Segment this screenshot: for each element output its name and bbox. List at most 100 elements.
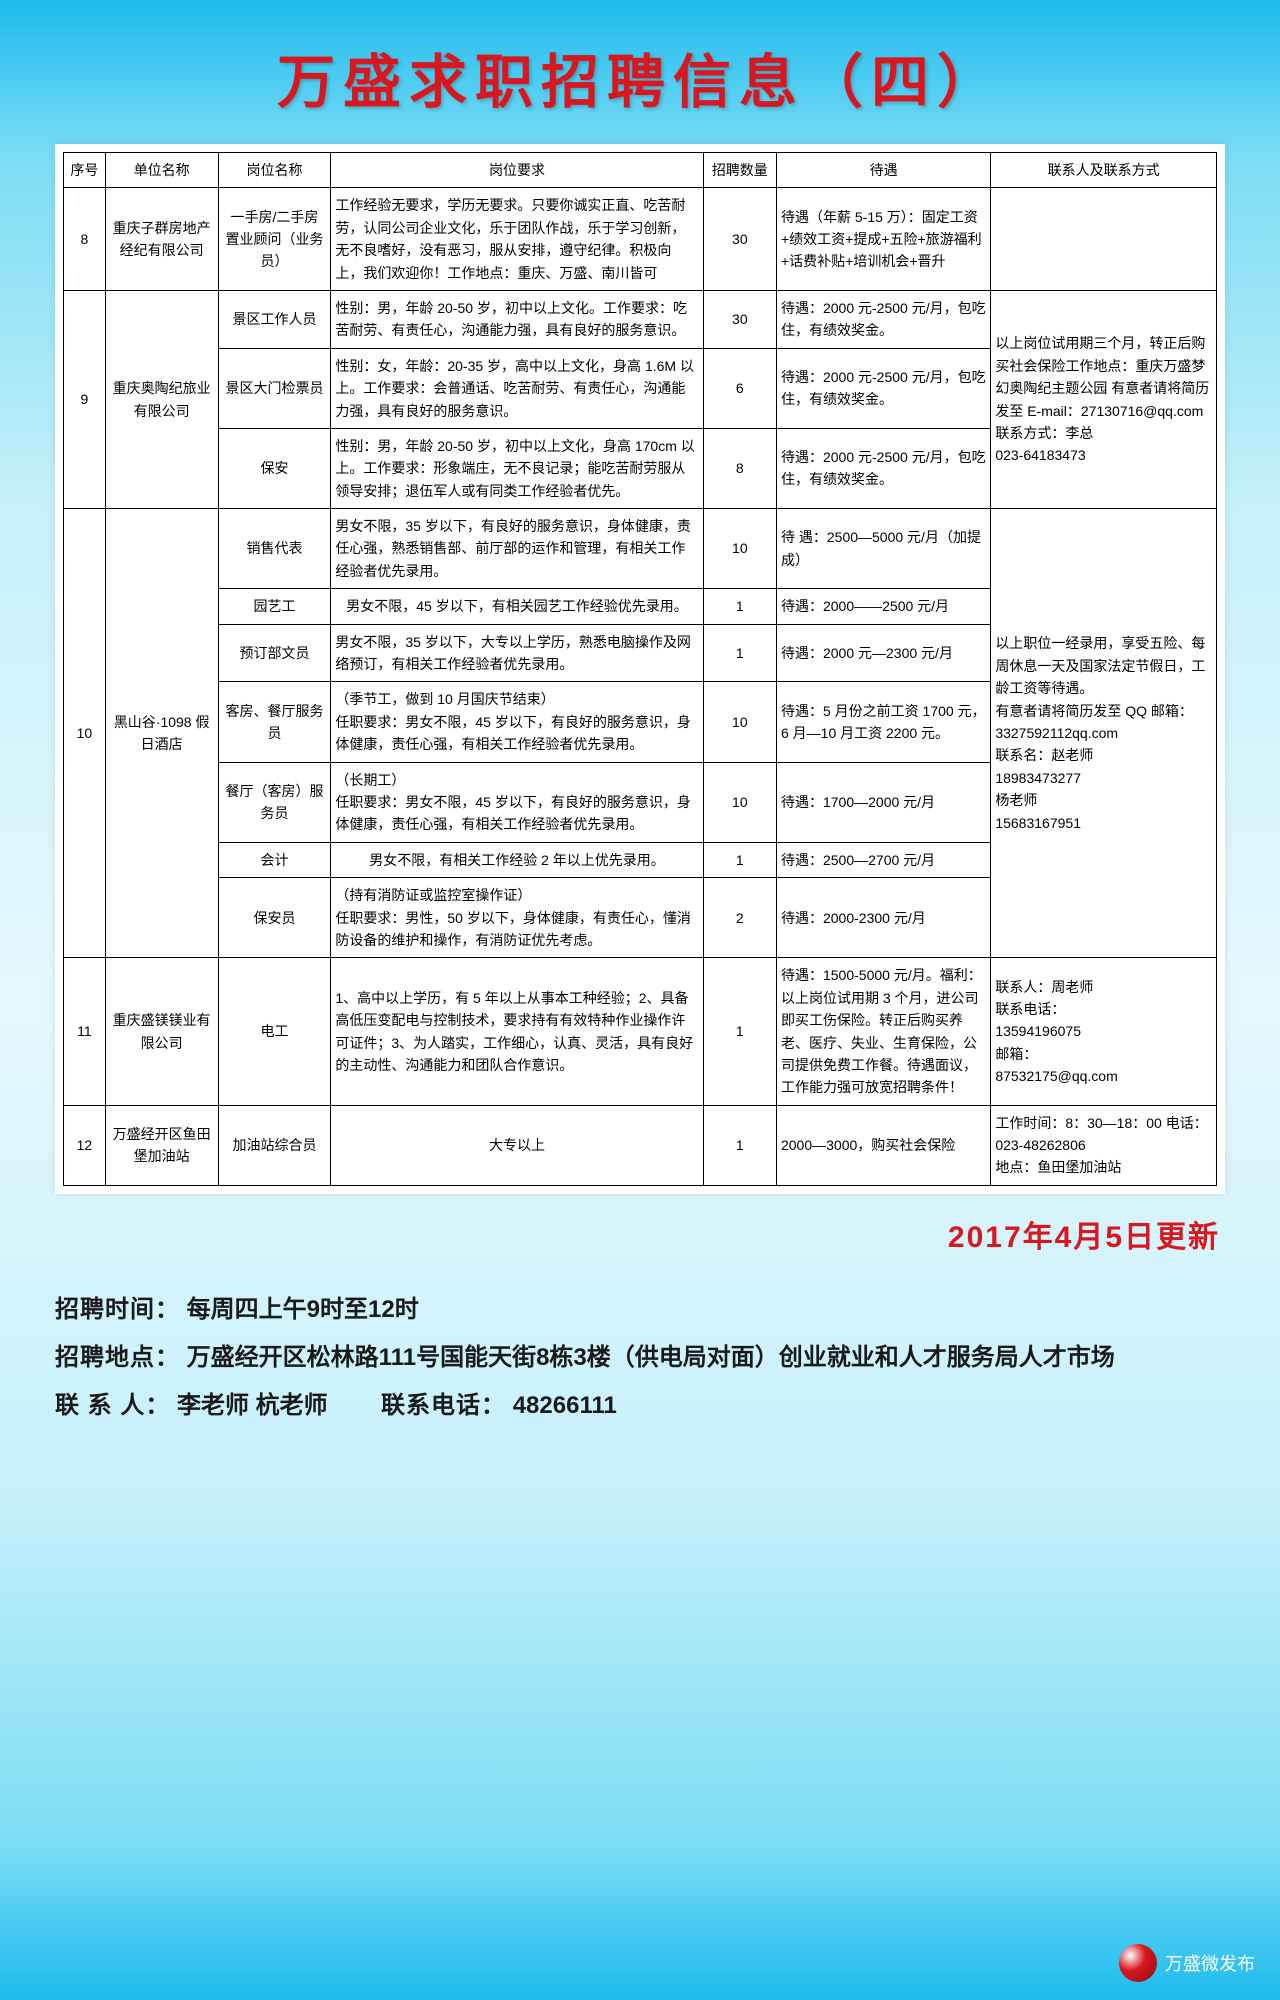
cell-idx: 10: [64, 509, 106, 958]
cell-contact: [991, 188, 1217, 291]
col-count: 招聘数量: [703, 153, 776, 188]
cell-pay: 待遇：1500-5000 元/月。福利：以上岗位试用期 3 个月，进公司即买工伤…: [776, 958, 990, 1105]
footer-contact-label: 联 系 人：: [55, 1392, 170, 1419]
cell-count: 1: [703, 1105, 776, 1185]
cell-idx: 8: [64, 188, 106, 291]
job-table-container: 序号 单位名称 岗位名称 岗位要求 招聘数量 待遇 联系人及联系方式 8重庆子群…: [55, 144, 1225, 1194]
cell-req: （持有消防证或监控室操作证） 任职要求：男性，50 岁以下，身体健康，有责任心，…: [331, 878, 703, 958]
cell-company: 重庆奥陶纪旅业有限公司: [105, 290, 218, 508]
cell-post: 景区工作人员: [218, 290, 331, 348]
update-date: 2017年4月5日更新: [0, 1212, 1220, 1256]
cell-post: 预订部文员: [218, 624, 331, 682]
cell-contact: 以上岗位试用期三个月，转正后购买社会保险工作地点：重庆万盛梦幻奥陶纪主题公园 有…: [991, 290, 1217, 508]
watermark-logo-icon: [1119, 1944, 1157, 1982]
cell-pay: 待 遇：2500—5000 元/月（加提成）: [776, 509, 990, 589]
cell-count: 10: [703, 509, 776, 589]
cell-post: 一手房/二手房 置业顾问（业务员）: [218, 188, 331, 291]
footer-phone-label: 联系电话：: [381, 1392, 506, 1419]
cell-count: 10: [703, 682, 776, 762]
watermark: 万盛微发布: [1119, 1944, 1255, 1982]
cell-contact: 联系人：周老师 联系电话： 13594196075 邮箱： 87532175@q…: [991, 958, 1217, 1105]
table-row: 8重庆子群房地产经纪有限公司一手房/二手房 置业顾问（业务员）工作经验无要求，学…: [64, 188, 1217, 291]
cell-req: 性别：女，年龄：20-35 岁，高中以上文化，身高 1.6M 以上。工作要求：会…: [331, 348, 703, 428]
cell-req: 男女不限，35 岁以下，有良好的服务意识，身体健康，责任心强，熟悉销售部、前厅部…: [331, 509, 703, 589]
cell-count: 1: [703, 842, 776, 877]
table-row: 9重庆奥陶纪旅业有限公司景区工作人员性别：男，年龄 20-50 岁，初中以上文化…: [64, 290, 1217, 348]
page-title-banner: 万盛求职招聘信息（四）: [0, 0, 1280, 144]
cell-idx: 9: [64, 290, 106, 508]
footer-phone-value: 48266111: [513, 1392, 617, 1419]
col-idx: 序号: [64, 153, 106, 188]
col-pay: 待遇: [776, 153, 990, 188]
cell-count: 30: [703, 290, 776, 348]
cell-count: 1: [703, 624, 776, 682]
cell-post: 景区大门检票员: [218, 348, 331, 428]
cell-count: 2: [703, 878, 776, 958]
cell-post: 保安员: [218, 878, 331, 958]
cell-idx: 11: [64, 958, 106, 1105]
cell-contact: 工作时间：8：30—18：00 电话：023-48262806 地点：鱼田堡加油…: [991, 1105, 1217, 1185]
cell-req: 男女不限，35 岁以下，大专以上学历，熟悉电脑操作及网络预订，有相关工作经验者优…: [331, 624, 703, 682]
cell-pay: 待遇：2000-2300 元/月: [776, 878, 990, 958]
table-row: 11重庆盛镁镁业有限公司电工1、高中以上学历，有 5 年以上从事本工种经验；2、…: [64, 958, 1217, 1105]
cell-idx: 12: [64, 1105, 106, 1185]
cell-post: 餐厅（客房）服务员: [218, 762, 331, 842]
footer-time: 招聘时间： 每周四上午9时至12时: [55, 1286, 1225, 1334]
watermark-text: 万盛微发布: [1165, 1950, 1255, 1976]
cell-count: 8: [703, 428, 776, 508]
cell-count: 10: [703, 762, 776, 842]
cell-count: 6: [703, 348, 776, 428]
cell-req: 工作经验无要求，学历无要求。只要你诚实正直、吃苦耐劳，认同公司企业文化，乐于团队…: [331, 188, 703, 291]
cell-req: 男女不限，45 岁以下，有相关园艺工作经验优先录用。: [331, 589, 703, 624]
footer-time-label: 招聘时间：: [55, 1296, 180, 1323]
cell-pay: 待遇：2000 元—2300 元/月: [776, 624, 990, 682]
col-contact: 联系人及联系方式: [991, 153, 1217, 188]
cell-post: 客房、餐厅服务员: [218, 682, 331, 762]
cell-pay: 待遇：5 月份之前工资 1700 元，6 月—10 月工资 2200 元。: [776, 682, 990, 762]
cell-pay: 待遇：2500—2700 元/月: [776, 842, 990, 877]
table-row: 12万盛经开区鱼田堡加油站加油站综合员大专以上12000—3000，购买社会保险…: [64, 1105, 1217, 1185]
table-header-row: 序号 单位名称 岗位名称 岗位要求 招聘数量 待遇 联系人及联系方式: [64, 153, 1217, 188]
cell-req: （季节工，做到 10 月国庆节结束） 任职要求：男女不限，45 岁以下，有良好的…: [331, 682, 703, 762]
cell-count: 1: [703, 958, 776, 1105]
footer-block: 招聘时间： 每周四上午9时至12时 招聘地点： 万盛经开区松林路111号国能天街…: [55, 1286, 1225, 1430]
cell-req: 性别：男，年龄 20-50 岁，初中以上文化，身高 170cm 以上。工作要求：…: [331, 428, 703, 508]
cell-req: 性别：男，年龄 20-50 岁，初中以上文化。工作要求：吃苦耐劳、有责任心，沟通…: [331, 290, 703, 348]
page-title: 万盛求职招聘信息（四）: [0, 35, 1280, 119]
cell-company: 万盛经开区鱼田堡加油站: [105, 1105, 218, 1185]
table-row: 10黑山谷·1098 假日酒店销售代表男女不限，35 岁以下，有良好的服务意识，…: [64, 509, 1217, 589]
cell-pay: 待遇：1700—2000 元/月: [776, 762, 990, 842]
cell-contact: 以上职位一经录用，享受五险、每周休息一天及国家法定节假日，工龄工资等待遇。 有意…: [991, 509, 1217, 958]
cell-req: 男女不限，有相关工作经验 2 年以上优先录用。: [331, 842, 703, 877]
cell-post: 加油站综合员: [218, 1105, 331, 1185]
cell-company: 重庆盛镁镁业有限公司: [105, 958, 218, 1105]
cell-pay: 待遇：2000 元-2500 元/月，包吃住，有绩效奖金。: [776, 290, 990, 348]
col-req: 岗位要求: [331, 153, 703, 188]
job-table: 序号 单位名称 岗位名称 岗位要求 招聘数量 待遇 联系人及联系方式 8重庆子群…: [63, 152, 1217, 1186]
cell-req: 1、高中以上学历，有 5 年以上从事本工种经验；2、具备高低压变配电与控制技术，…: [331, 958, 703, 1105]
cell-req: （长期工） 任职要求：男女不限，45 岁以下，有良好的服务意识，身体健康，责任心…: [331, 762, 703, 842]
footer-time-value: 每周四上午9时至12时: [187, 1296, 419, 1323]
col-company: 单位名称: [105, 153, 218, 188]
footer-place-value: 万盛经开区松林路111号国能天街8栋3楼（供电局对面）创业就业和人才服务局人才市…: [187, 1344, 1115, 1371]
cell-post: 电工: [218, 958, 331, 1105]
cell-pay: 待遇（年薪 5-15 万）：固定工资+绩效工资+提成+五险+旅游福利+话费补贴+…: [776, 188, 990, 291]
cell-post: 保安: [218, 428, 331, 508]
cell-count: 30: [703, 188, 776, 291]
footer-contact: 联 系 人： 李老师 杭老师 联系电话： 48266111: [55, 1382, 1225, 1430]
cell-post: 销售代表: [218, 509, 331, 589]
cell-post: 会计: [218, 842, 331, 877]
col-post: 岗位名称: [218, 153, 331, 188]
cell-pay: 待遇：2000——2500 元/月: [776, 589, 990, 624]
cell-pay: 待遇：2000 元-2500 元/月，包吃住，有绩效奖金。: [776, 428, 990, 508]
cell-pay: 待遇：2000 元-2500 元/月，包吃住，有绩效奖金。: [776, 348, 990, 428]
footer-contact-value: 李老师 杭老师: [177, 1392, 328, 1419]
cell-company: 黑山谷·1098 假日酒店: [105, 509, 218, 958]
footer-place-label: 招聘地点：: [55, 1344, 180, 1371]
table-body: 8重庆子群房地产经纪有限公司一手房/二手房 置业顾问（业务员）工作经验无要求，学…: [64, 188, 1217, 1185]
cell-count: 1: [703, 589, 776, 624]
footer-place: 招聘地点： 万盛经开区松林路111号国能天街8栋3楼（供电局对面）创业就业和人才…: [55, 1334, 1225, 1382]
cell-post: 园艺工: [218, 589, 331, 624]
cell-req: 大专以上: [331, 1105, 703, 1185]
cell-company: 重庆子群房地产经纪有限公司: [105, 188, 218, 291]
